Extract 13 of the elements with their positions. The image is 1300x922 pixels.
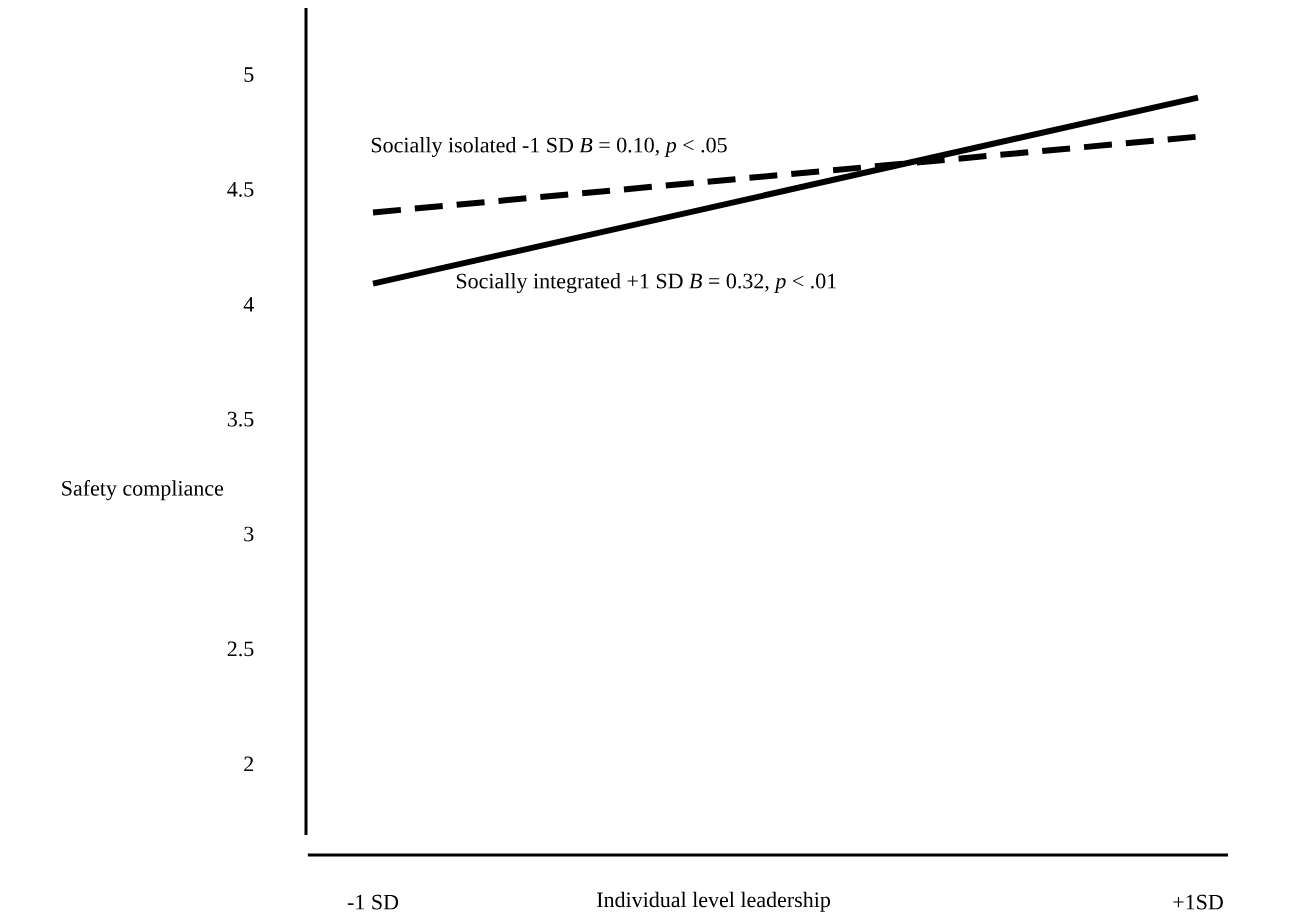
y-tick-label: 2.5 [227, 641, 254, 657]
y-tick-label: 5 [244, 67, 254, 82]
y-tick-label: 2 [244, 756, 254, 772]
y-axis-title: Safety compliance [62, 480, 224, 501]
y-tick-label: 3 [244, 526, 254, 542]
x-tick-label: -1 SD [347, 894, 399, 910]
y-tick-label: 4.5 [227, 182, 254, 197]
x-tick-label: +1SD [1173, 894, 1223, 910]
annotation: Socially integrated +1 SD B = 0.32, p < .01 [456, 273, 836, 293]
annotation: Socially isolated -1 SD B = 0.10, p < .05 [371, 137, 727, 158]
y-tick-label: 4 [243, 297, 254, 312]
y-tick-label: 3.5 [227, 411, 254, 427]
x-axis-title: Individual level leadership [597, 891, 830, 912]
